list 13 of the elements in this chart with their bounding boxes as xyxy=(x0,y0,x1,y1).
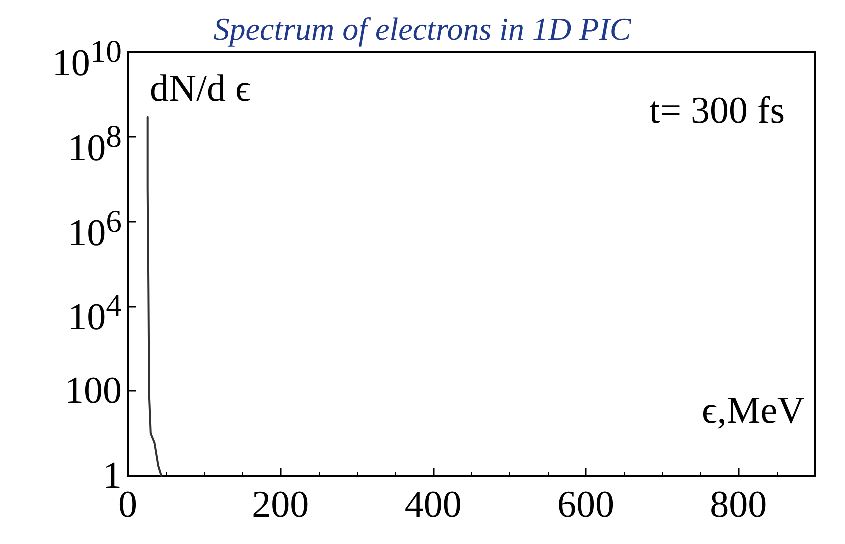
x-tick-label: 600 xyxy=(558,484,614,526)
y-axis-title: dN/d ϵ xyxy=(150,68,251,110)
chart-title: Spectrum of electrons in 1D PIC xyxy=(214,11,632,47)
x-tick-label: 800 xyxy=(710,484,768,526)
x-tick-label: 400 xyxy=(404,484,462,526)
y-tick-label: 10$^{8}$ xyxy=(68,118,122,170)
y-tick-label: 100 xyxy=(65,369,122,414)
x-tick-label: 200 xyxy=(252,484,310,526)
y-tick-label: 10$^{4}$ xyxy=(68,287,122,340)
y-tick-label: 10$^{10}$ xyxy=(52,33,122,85)
annotation: t= 300 fs xyxy=(650,90,786,132)
x-axis-title: ϵ,MeV xyxy=(702,390,806,432)
y-tick-label: 10$^{6}$ xyxy=(68,202,122,254)
